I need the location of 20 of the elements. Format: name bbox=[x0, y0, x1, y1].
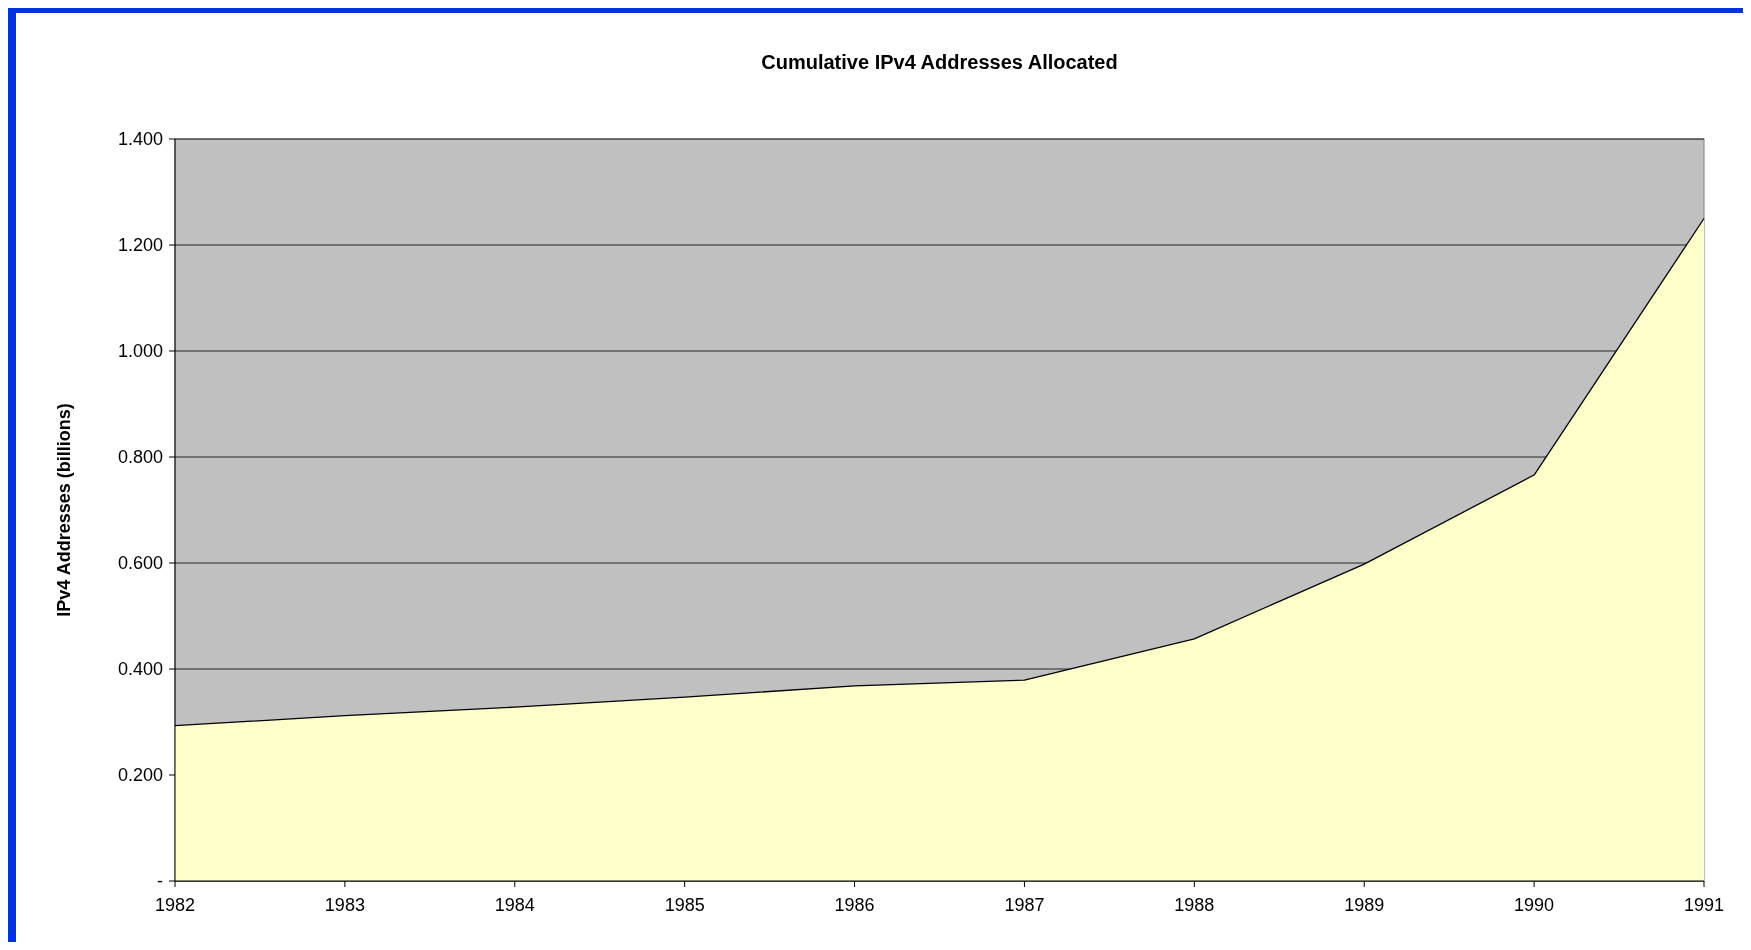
x-tick-label: 1991 bbox=[1683, 895, 1725, 915]
x-tick-label: 1984 bbox=[494, 895, 535, 915]
x-tick-label: 1982 bbox=[154, 895, 196, 915]
y-tick-label: 1.400 bbox=[117, 129, 163, 150]
y-tick-label: 0.200 bbox=[117, 765, 163, 786]
y-tick-label: 0.400 bbox=[117, 659, 163, 680]
x-tick-label: 1989 bbox=[1344, 895, 1385, 915]
y-tick-label: - bbox=[157, 871, 163, 892]
y-tick-label: 0.800 bbox=[117, 447, 163, 468]
y-tick-label: 1.200 bbox=[117, 235, 163, 256]
x-tick-label: 1983 bbox=[324, 895, 365, 915]
x-tick-label: 1985 bbox=[664, 895, 705, 915]
y-axis-title: IPv4 Addresses (billions) bbox=[54, 403, 74, 617]
y-tick-label: 1.000 bbox=[117, 341, 163, 362]
x-tick-label: 1987 bbox=[1004, 895, 1045, 915]
chart-title: Cumulative IPv4 Addresses Allocated bbox=[761, 51, 1118, 73]
y-tick-label: 0.600 bbox=[117, 553, 163, 574]
x-tick-label: 1990 bbox=[1514, 895, 1555, 915]
x-tick-label: 1986 bbox=[834, 895, 875, 915]
x-tick-label: 1988 bbox=[1174, 895, 1215, 915]
